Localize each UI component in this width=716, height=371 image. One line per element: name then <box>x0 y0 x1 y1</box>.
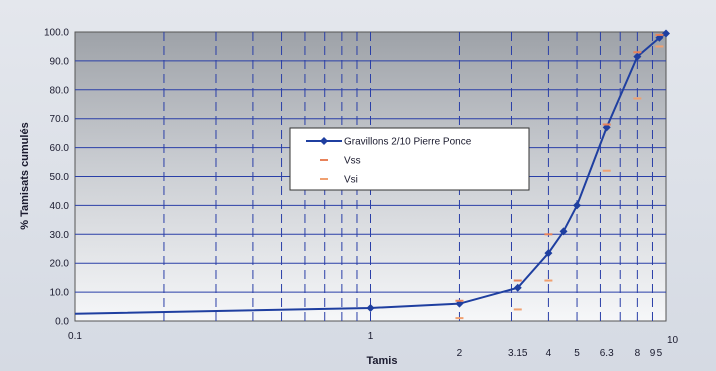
y-axis-ticks: 0.0 10.0 20.0 30.0 40.0 50.0 60.0 70.0 80.0 90.0 1… <box>44 28 69 328</box>
series-1 <box>455 33 664 302</box>
y-tick-label: 10.0 <box>50 288 70 299</box>
y-tick-label: 40.0 <box>50 201 70 212</box>
data-point <box>559 227 568 236</box>
x-axis-title: Tamis <box>367 355 398 367</box>
legend-label: Vss <box>344 156 361 167</box>
y-tick-label: 50.0 <box>50 172 70 183</box>
series-layer <box>74 29 670 320</box>
y-axis-title: % Tamisats cumulés <box>19 122 31 229</box>
legend-entry: Vsi <box>320 175 358 186</box>
x-sieve-label: 3.15 <box>508 348 528 359</box>
y-tick-label: 20.0 <box>50 259 70 270</box>
data-point <box>513 283 522 292</box>
legend-marker-swatch <box>320 137 328 145</box>
data-point <box>366 303 375 312</box>
x-axis-ticks: 0.1 1 102 3.15 4 5 6.3 8 9 5 <box>68 331 679 359</box>
series-0 <box>74 29 670 315</box>
x-sieve-label: 6.3 <box>600 348 614 359</box>
y-tick-label: 30.0 <box>50 230 70 241</box>
legend-box <box>289 127 530 191</box>
x-tick-label: 0.1 <box>68 331 82 342</box>
series-2 <box>455 45 664 320</box>
x-sieve-label: 5 <box>657 348 663 359</box>
x-sieve-label: 9 <box>650 348 656 359</box>
x-sieve-label: 5 <box>574 348 580 359</box>
x-tick-label: 10 <box>667 335 679 346</box>
data-point <box>662 29 670 38</box>
y-tick-label: 90.0 <box>50 56 70 67</box>
legend-entry: Vss <box>320 156 361 167</box>
data-point <box>633 52 642 61</box>
x-sieve-label: 8 <box>635 348 641 359</box>
y-tick-label: 60.0 <box>50 143 70 154</box>
y-tick-label: 0.0 <box>55 317 69 328</box>
y-tick-label: 100.0 <box>44 28 69 39</box>
x-sieve-label: 4 <box>546 348 552 359</box>
y-tick-label: 80.0 <box>50 85 70 96</box>
legend: Gravillons 2/10 Pierre Ponce Vss Vsi <box>289 127 530 191</box>
data-point <box>544 249 553 258</box>
y-tick-label: 70.0 <box>50 114 70 125</box>
data-point <box>573 201 582 210</box>
legend-label: Gravillons 2/10 Pierre Ponce <box>344 137 472 148</box>
legend-entry: Gravillons 2/10 Pierre Ponce <box>306 137 472 148</box>
x-tick-label: 1 <box>368 331 374 342</box>
legend-label: Vsi <box>344 175 358 186</box>
x-sieve-label: 2 <box>457 348 463 359</box>
